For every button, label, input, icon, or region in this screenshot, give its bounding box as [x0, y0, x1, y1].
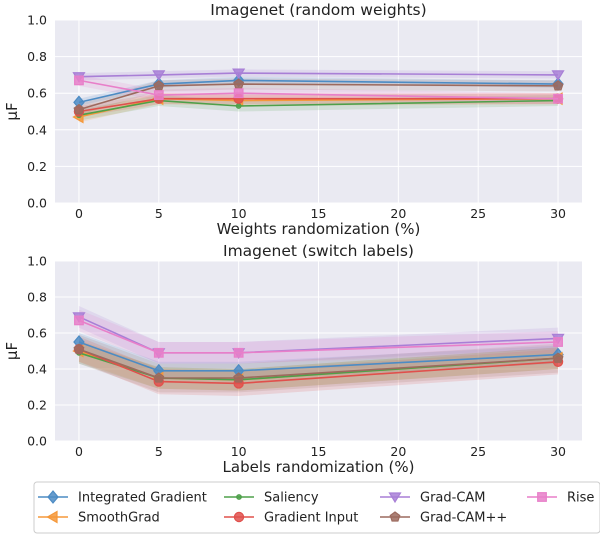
legend-label: Grad-CAM++	[420, 511, 507, 526]
legend-label: Grad-CAM	[420, 491, 486, 506]
series-line	[78, 319, 559, 354]
legend-marker	[47, 490, 59, 504]
data-point	[73, 103, 85, 115]
y-tick-label: 0.6	[27, 86, 47, 101]
data-point	[152, 70, 166, 82]
x-tick-label: 20	[390, 206, 406, 221]
data-point	[553, 337, 563, 347]
series-line	[78, 79, 559, 104]
legend-label: SmoothGrad	[78, 511, 160, 526]
x-tick-label: 30	[550, 206, 566, 221]
y-axis-label: μF	[3, 342, 21, 360]
y-tick-label: 0.8	[27, 290, 47, 305]
x-tick-label: 10	[231, 444, 247, 459]
chart-title: Imagenet (switch labels)	[223, 242, 414, 260]
data-point	[153, 372, 165, 383]
x-tick-label: 25	[470, 206, 486, 221]
legend-label: Integrated Gradient	[78, 491, 207, 506]
series-band	[78, 93, 559, 123]
x-tick-label: 15	[311, 444, 327, 459]
series-band	[78, 76, 559, 107]
legend-label: Rise	[567, 491, 594, 506]
chart-panel-2: 0.0 0.2 0.4 0.6 0.8 1.0 0 5 10 15 20 25 30 Imagenet (…	[3, 242, 582, 476]
chart-panel-1: 0.0 0.2 0.4 0.6 0.8 1.0 0 5 10 15 20 25 30 Imagenet (…	[3, 1, 582, 238]
y-tick-label: 0.2	[27, 398, 47, 413]
series-line	[78, 97, 559, 113]
legend-label: Gradient Input	[264, 511, 358, 526]
data-point	[233, 347, 244, 358]
data-point	[74, 75, 84, 86]
x-tick-label: 15	[311, 206, 327, 221]
series-line	[78, 348, 559, 385]
series-line	[78, 341, 559, 372]
legend-marker	[537, 492, 547, 502]
data-point	[232, 68, 246, 80]
x-tick-label: 0	[75, 206, 83, 221]
x-tick-label: 5	[155, 206, 163, 221]
series-band	[78, 309, 559, 364]
series-line	[78, 79, 559, 100]
y-tick-label: 1.0	[27, 13, 47, 28]
legend-item: SmoothGrad	[38, 510, 160, 526]
legend-label: Saliency	[264, 491, 319, 506]
series-band	[78, 306, 559, 364]
y-tick-label: 0.2	[27, 159, 47, 174]
series-line	[78, 83, 559, 111]
series-band	[78, 95, 559, 121]
y-axis-label: μF	[3, 102, 21, 120]
legend-item: Gradient Input	[224, 511, 358, 526]
y-tick-label: 0.8	[27, 49, 47, 64]
x-tick-label: 5	[155, 444, 163, 459]
data-point	[153, 347, 164, 358]
data-point	[153, 90, 164, 100]
legend-marker	[236, 494, 242, 500]
data-point	[233, 372, 245, 383]
legend-marker	[233, 511, 245, 523]
legend-item: Saliency	[224, 491, 319, 506]
legend-marker	[388, 492, 402, 504]
data-point	[233, 88, 244, 99]
data-point	[233, 78, 245, 89]
data-point	[74, 315, 84, 326]
y-tick-label: 0.6	[27, 326, 47, 341]
series-line	[78, 348, 559, 379]
legend-item: Grad-CAM++	[380, 511, 507, 526]
x-tick-label: 10	[231, 206, 247, 221]
legend-item: Rise	[527, 491, 594, 506]
series-band	[78, 78, 559, 116]
series-line	[78, 72, 559, 78]
y-tick-label: 0.0	[27, 434, 47, 449]
y-tick-label: 0.0	[27, 196, 47, 211]
legend-item: Grad-CAM	[380, 491, 486, 506]
legend-item: Integrated Gradient	[38, 490, 207, 506]
x-axis-label: Labels randomization (%)	[223, 458, 415, 476]
x-tick-label: 25	[470, 444, 486, 459]
data-point	[552, 80, 564, 91]
data-point	[551, 70, 565, 82]
x-axis-label: Weights randomization (%)	[217, 220, 421, 238]
series-band	[78, 333, 559, 380]
legend: Integrated Gradient Saliency Grad-CAM Rise S…	[33, 481, 600, 534]
x-tick-label: 0	[75, 444, 83, 459]
legend-frame	[33, 481, 600, 534]
legend-marker	[389, 511, 401, 522]
y-tick-label: 0.4	[27, 122, 47, 137]
chart-title: Imagenet (random weights)	[210, 1, 426, 19]
data-point	[552, 352, 564, 363]
data-point	[153, 80, 165, 91]
data-point	[235, 103, 242, 109]
series-band	[78, 69, 559, 81]
y-tick-label: 0.4	[27, 362, 47, 377]
y-tick-label: 1.0	[27, 254, 47, 269]
x-tick-label: 30	[550, 444, 566, 459]
legend-marker	[46, 510, 58, 524]
data-point	[553, 93, 563, 104]
x-tick-label: 20	[390, 444, 406, 459]
data-point	[73, 343, 85, 354]
series-line	[78, 99, 559, 116]
